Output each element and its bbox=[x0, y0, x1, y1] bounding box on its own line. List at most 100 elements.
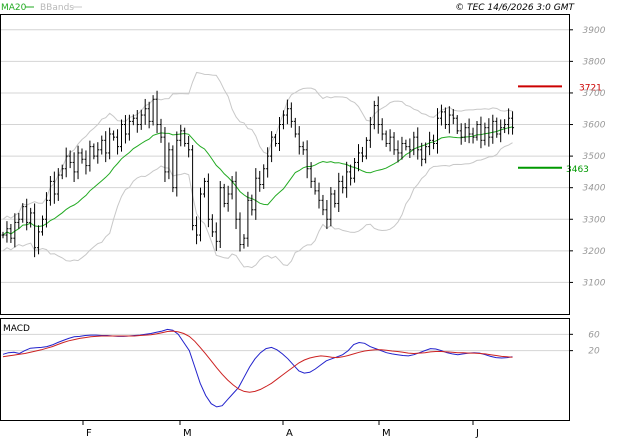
price-bar bbox=[301, 141, 305, 155]
price-bar bbox=[428, 131, 432, 156]
price-bar bbox=[206, 173, 210, 228]
price-bar bbox=[202, 177, 206, 198]
price-bar bbox=[230, 176, 234, 200]
price-bar bbox=[333, 189, 337, 208]
price-bar bbox=[52, 171, 56, 204]
price-bar bbox=[274, 134, 278, 147]
price-bar bbox=[266, 147, 270, 178]
price-bar bbox=[262, 164, 266, 189]
price-bar bbox=[297, 126, 301, 155]
macd-line bbox=[2, 328, 513, 408]
price-bar bbox=[139, 109, 143, 130]
bbands-upper bbox=[2, 71, 513, 220]
price-bar bbox=[357, 144, 360, 172]
price-tick-label: 3600 bbox=[583, 121, 606, 131]
price-bar bbox=[195, 216, 199, 245]
price-bar bbox=[76, 145, 80, 180]
price-bar bbox=[199, 187, 202, 242]
price-bar bbox=[37, 225, 41, 255]
price-bar bbox=[29, 207, 33, 228]
x-tick-label: M bbox=[183, 428, 192, 439]
price-bar bbox=[44, 192, 48, 228]
price-bar bbox=[131, 114, 135, 126]
price-bar bbox=[171, 145, 175, 193]
price-bar bbox=[451, 109, 455, 125]
price-bar bbox=[246, 191, 250, 247]
resistance-label: 3721 bbox=[579, 83, 602, 93]
ma20-line bbox=[2, 126, 513, 236]
price-bar bbox=[242, 234, 246, 249]
price-bar bbox=[104, 131, 108, 163]
price-bar bbox=[511, 111, 515, 135]
price-bar bbox=[250, 194, 254, 216]
price-bar bbox=[151, 95, 155, 126]
price-bar bbox=[317, 182, 321, 209]
price-bar bbox=[167, 142, 171, 180]
price-tick-label: 3300 bbox=[583, 215, 606, 225]
price-bar bbox=[135, 110, 139, 133]
price-bar bbox=[400, 136, 404, 160]
price-bar bbox=[447, 106, 451, 134]
price-bar bbox=[108, 127, 112, 160]
price-bar bbox=[64, 147, 68, 178]
price-bar bbox=[436, 108, 439, 154]
price-bar bbox=[495, 117, 499, 138]
price-bar bbox=[80, 148, 84, 164]
x-tick-label: M bbox=[382, 428, 391, 439]
source-label: © TEC 14/6/2026 3:0 GMT bbox=[455, 3, 575, 13]
price-bar bbox=[388, 129, 392, 152]
ma-legend-label: MA20 bbox=[1, 3, 27, 13]
price-bar bbox=[341, 175, 345, 194]
price-bar bbox=[214, 222, 218, 251]
price-bar bbox=[459, 123, 463, 145]
price-bar bbox=[380, 118, 384, 141]
price-bar bbox=[25, 198, 29, 231]
price-bar bbox=[155, 90, 159, 134]
price-bar bbox=[337, 172, 341, 212]
price-bar bbox=[92, 143, 96, 160]
price-bar bbox=[487, 118, 491, 147]
price-bar bbox=[325, 200, 329, 230]
price-bar bbox=[112, 130, 116, 141]
price-bar bbox=[416, 127, 420, 160]
price-tick-label: 3700 bbox=[583, 89, 606, 99]
price-bar bbox=[187, 135, 191, 158]
price-bar bbox=[376, 96, 380, 134]
price-tick-label: 3400 bbox=[583, 184, 606, 194]
price-bar bbox=[345, 161, 349, 198]
price-bar bbox=[404, 139, 408, 151]
price-bars bbox=[1, 90, 515, 258]
price-bar bbox=[123, 115, 127, 144]
price-tick-label: 3800 bbox=[583, 57, 606, 67]
macd-tick-label: 60 bbox=[588, 330, 600, 340]
price-bar bbox=[68, 150, 72, 169]
price-bar bbox=[191, 145, 195, 231]
price-bar bbox=[293, 117, 297, 138]
price-bar bbox=[455, 115, 459, 134]
price-bar bbox=[127, 114, 131, 141]
price-bar bbox=[234, 171, 238, 230]
price-bar bbox=[116, 129, 120, 155]
price-bar bbox=[412, 131, 416, 156]
support-label: 3463 bbox=[566, 165, 589, 175]
price-bar bbox=[305, 140, 309, 179]
macd-lines bbox=[2, 328, 513, 408]
price-grid bbox=[0, 29, 569, 283]
price-bar bbox=[278, 116, 281, 152]
price-bar bbox=[33, 203, 37, 258]
price-bar bbox=[218, 181, 222, 248]
moving-average bbox=[2, 126, 513, 236]
price-bar bbox=[424, 142, 428, 164]
price-bar bbox=[281, 110, 285, 130]
price-bar bbox=[329, 187, 333, 227]
bbands-legend-label: BBands bbox=[40, 3, 74, 13]
price-tick-label: 3200 bbox=[583, 247, 606, 257]
chart-header: MA20 BBands © TEC 14/6/2026 3:0 GMT bbox=[1, 3, 576, 13]
price-bar bbox=[41, 215, 44, 236]
price-bar bbox=[5, 221, 9, 243]
price-bar bbox=[432, 134, 436, 150]
macd-title: MACD bbox=[3, 324, 30, 334]
price-bar bbox=[483, 122, 487, 146]
